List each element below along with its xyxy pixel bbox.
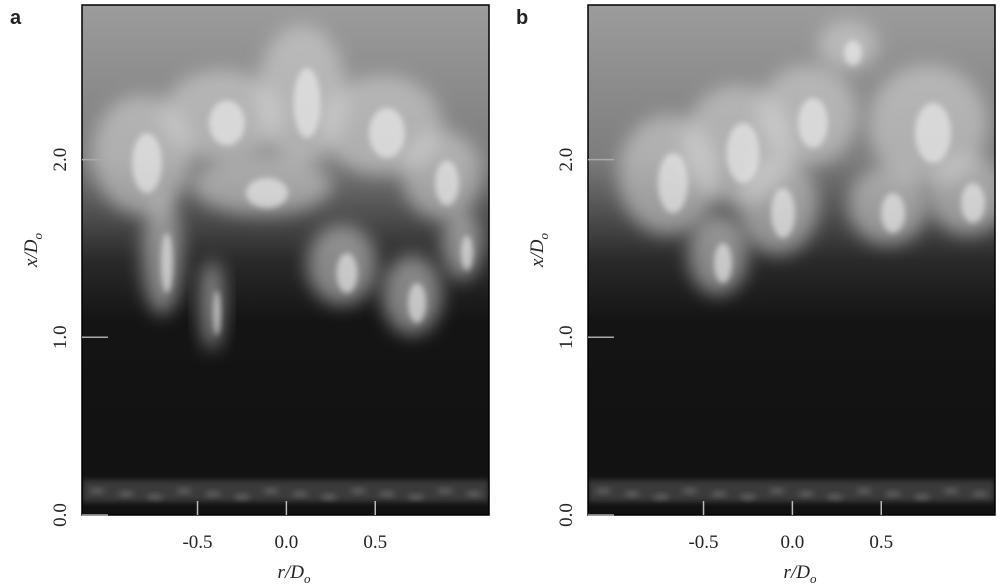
label-main: x/D <box>527 239 548 268</box>
label-sub: o <box>30 233 45 240</box>
label-main: r/D <box>784 562 811 583</box>
label-main: x/D <box>21 239 42 268</box>
x-tick-label: 0.0 <box>275 532 299 553</box>
label-sub: o <box>810 571 817 586</box>
y-tick-label: 1.0 <box>556 325 577 349</box>
y-axis-label: x/Do <box>21 233 45 268</box>
y-tick-label: 0.0 <box>50 503 71 527</box>
panel-letter: b <box>516 7 528 29</box>
y-axis-label: x/Do <box>527 233 551 268</box>
y-tick-label: 2.0 <box>50 148 71 172</box>
y-tick-label: 1.0 <box>50 325 71 349</box>
x-tick-label: -0.5 <box>688 532 718 553</box>
image-frame <box>587 4 996 516</box>
x-tick-label: -0.5 <box>182 532 212 553</box>
x-axis-label: r/Do <box>784 562 817 586</box>
y-tick-label: 2.0 <box>556 148 577 172</box>
label-main: r/D <box>278 562 305 583</box>
image-frame <box>81 4 490 516</box>
panel: a-0.5 0.0 0.50.01.02.0r/Dox/Do <box>10 4 490 586</box>
label-sub: o <box>536 233 551 240</box>
x-axis-label: r/Do <box>278 562 311 586</box>
x-tick-label: 0.0 <box>781 532 805 553</box>
y-tick-label: 0.0 <box>556 503 577 527</box>
x-tick-label: 0.5 <box>363 532 387 553</box>
flame-image <box>82 5 489 515</box>
x-tick-label: 0.5 <box>869 532 893 553</box>
panel-letter: a <box>10 7 22 29</box>
flame-image <box>588 5 995 515</box>
panel: b-0.5 0.0 0.50.01.02.0r/Dox/Do <box>516 4 996 586</box>
label-sub: o <box>304 571 311 586</box>
